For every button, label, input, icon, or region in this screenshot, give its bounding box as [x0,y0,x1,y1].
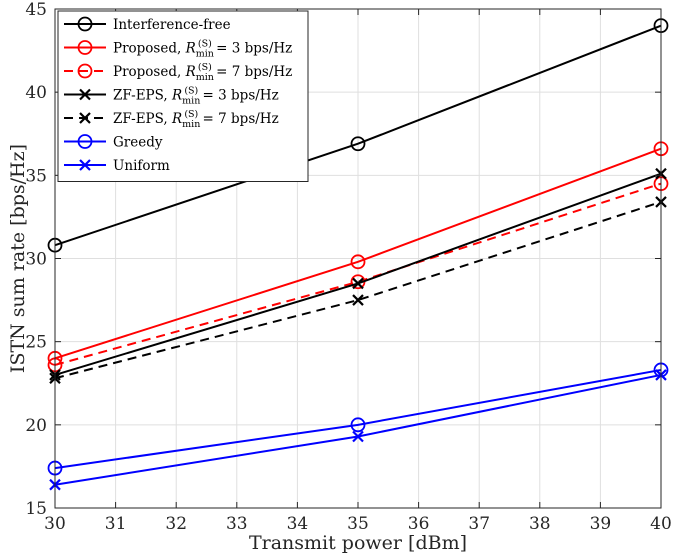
data-point [350,417,366,433]
series-line [54,182,662,366]
x-tick-label: 36 [408,514,430,534]
legend-label: ZF-EPS, Rmin(S) = 3 bps/Hz [113,86,279,107]
x-tick-label: 39 [590,514,612,534]
legend-label-suffix: = 3 bps/Hz [198,88,278,104]
legend-label-symbol: R [171,111,182,127]
x-tick-label: 32 [165,514,187,534]
legend-label-subscript: min [182,119,200,130]
data-point [352,294,364,306]
legend-label-symbol: R [185,64,196,80]
legend-marker [77,40,93,55]
x-tick-label: 35 [347,514,369,534]
x-marker-stroke [79,88,91,101]
y-tick-label: 40 [25,83,47,103]
legend-marker [77,134,93,149]
legend-entry: ZF-EPS, Rmin(S) = 3 bps/Hz [64,86,279,107]
legend-label-prefix: ZF-EPS, [113,88,172,104]
x-marker-stroke [352,294,364,306]
legend-label-superscript: (S) [184,109,198,120]
x-tick-label: 34 [287,514,309,534]
legend-label: Proposed, Rmin(S) = 3 bps/Hz [113,39,292,60]
legend-label-prefix: Greedy [113,135,163,151]
data-point [352,277,364,290]
x-tick-label: 37 [468,514,490,534]
x-axis-label: Transmit power [dBm] [249,532,467,554]
data-point [352,430,364,443]
series-line [54,24,662,247]
legend-label-prefix: Uniform [113,158,170,174]
legend-entry: ZF-EPS, Rmin(S) = 7 bps/Hz [64,109,279,130]
y-tick-label: 45 [25,0,47,20]
legend-marker [79,112,91,124]
legend-label-suffix: = 7 bps/Hz [212,64,292,80]
legend-label: Proposed, Rmin(S) = 7 bps/Hz [113,62,292,83]
legend-entry: Proposed, Rmin(S) = 3 bps/Hz [64,39,292,60]
x-tick-label: 30 [44,514,66,534]
x-tick-label: 33 [226,514,248,534]
x-marker-stroke [352,430,364,443]
y-tick-label: 20 [25,416,47,436]
legend-entry: Greedy [64,134,163,151]
legend-marker [77,63,93,79]
x-marker-stroke [79,159,91,171]
legend-entry: Interference-free [64,16,231,33]
legend-label-superscript: (S) [198,62,212,73]
legend-label-superscript: (S) [198,39,212,50]
legend-entry: Proposed, Rmin(S) = 7 bps/Hz [64,62,292,83]
data-point [350,136,366,152]
legend-marker [79,159,91,171]
legend-label-subscript: min [196,49,214,60]
legend-label-superscript: (S) [184,86,198,97]
legend-label-suffix: = 3 bps/Hz [212,41,292,57]
x-marker-stroke [352,277,364,290]
legend-entry: Uniform [64,158,170,174]
axes: 30 31 32 33 34 35 36 37 38 39 40 15 20 25 30 35 40 45 [25,0,671,534]
legend-label: Greedy [113,135,163,151]
series-line [54,147,662,360]
legend-label-symbol: R [185,41,196,57]
x-marker-stroke [79,112,91,124]
legend-label: Uniform [113,158,170,174]
x-tick-label: 38 [529,514,551,534]
y-axis-label: ISTN sum rate [bps/Hz] [7,144,29,373]
x-tick-label: 40 [650,514,672,534]
y-tick-label: 35 [25,166,47,186]
series-line [54,200,662,380]
legend-label-symbol: R [171,88,182,104]
legend-label: ZF-EPS, Rmin(S) = 7 bps/Hz [113,109,279,130]
series-4 [49,196,667,385]
legend-label-prefix: Proposed, [113,64,186,80]
legend-label-suffix: = 7 bps/Hz [198,111,278,127]
legend-label-subscript: min [182,96,200,107]
y-tick-label: 25 [25,333,47,353]
series-line [54,368,662,470]
legend-label-prefix: Interference-free [113,17,231,33]
legend-marker [79,88,91,101]
legend-label-prefix: ZF-EPS, [113,111,172,127]
y-tick-label: 30 [25,250,47,270]
legend-label: Interference-free [113,17,231,33]
legend-marker [77,16,93,32]
x-tick-label: 31 [105,514,127,534]
data-point [350,254,366,270]
legend-box [57,10,309,182]
legend-label-prefix: Proposed, [113,41,186,57]
legend-label-subscript: min [196,72,214,83]
y-tick-label: 15 [25,499,47,519]
